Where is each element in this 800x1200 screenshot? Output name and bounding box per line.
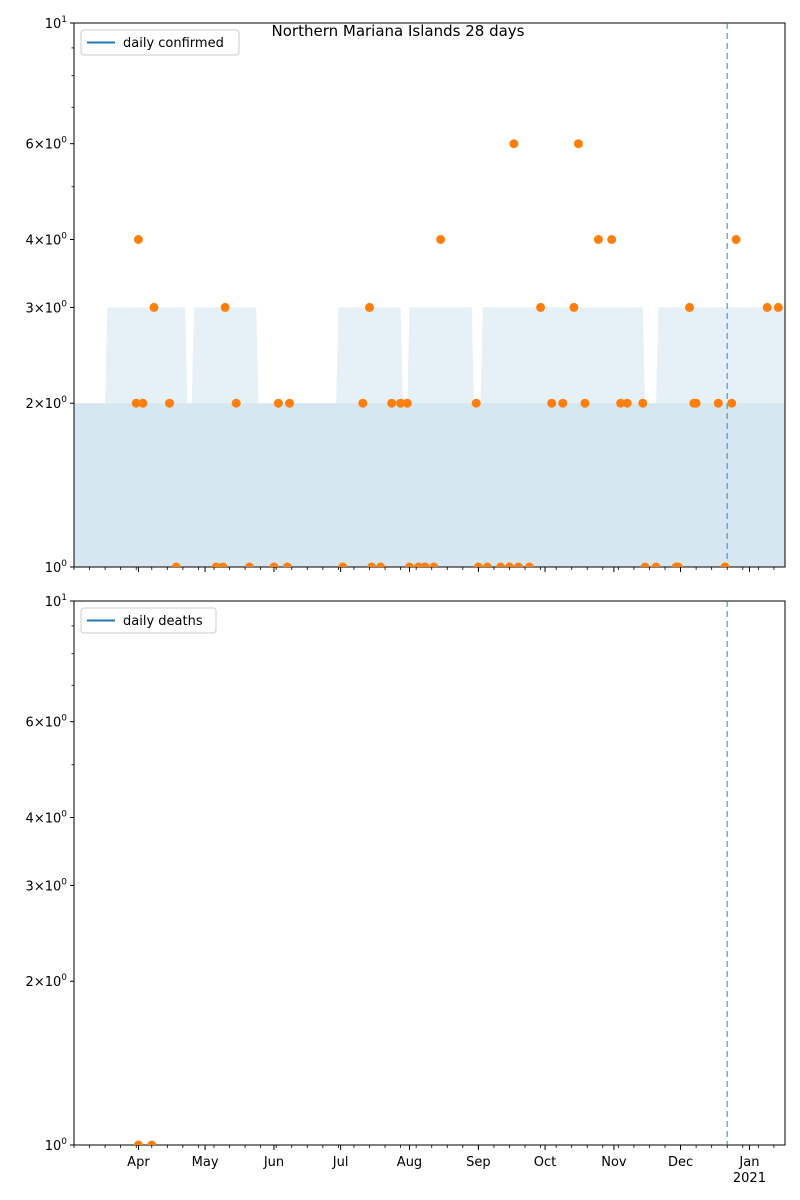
chart-title: Northern Mariana Islands 28 days [272, 22, 525, 40]
data-point [505, 562, 514, 567]
legend-label: daily confirmed [123, 36, 224, 51]
x-tick-label: Jan [738, 1155, 759, 1170]
data-point [496, 562, 506, 567]
y-tick-label: 6×100 [26, 136, 68, 153]
y-tick-label: 2×100 [26, 973, 68, 990]
data-point [429, 562, 439, 567]
data-point [513, 562, 523, 567]
x-tick-label: Jul [332, 1155, 349, 1170]
data-point [396, 398, 406, 408]
data-point [622, 398, 632, 408]
data-point [231, 398, 241, 408]
legend-label: daily deaths [123, 614, 203, 629]
data-point [471, 398, 481, 408]
y-tick-label: 4×100 [26, 809, 68, 826]
data-point [607, 235, 617, 244]
data-point [376, 562, 386, 567]
y-tick-label: 6×100 [26, 714, 68, 731]
y-tick-label: 3×100 [26, 877, 68, 894]
data-point [536, 302, 546, 312]
data-point [269, 562, 279, 567]
data-point [673, 562, 683, 567]
data-point [285, 398, 294, 408]
y-tick-label: 100 [45, 559, 68, 576]
data-point [573, 139, 583, 149]
x-tick-label: Nov [601, 1155, 627, 1170]
x-tick-label: Jun [263, 1155, 284, 1170]
data-point [638, 398, 648, 408]
data-point [147, 1140, 157, 1145]
data-point [482, 562, 492, 567]
data-point [473, 562, 483, 567]
data-point [547, 398, 557, 408]
data-point [685, 302, 694, 312]
data-point [245, 562, 254, 567]
data-point [651, 562, 661, 567]
x-tick-label: Oct [534, 1155, 556, 1170]
y-tick-label: 101 [45, 15, 67, 32]
data-point [282, 562, 292, 567]
confirmed-panel: 100 2×100 3×100 4×100 6×100 101 daily confirme… [26, 15, 786, 576]
data-point [580, 398, 590, 408]
legend-box [80, 29, 240, 56]
data-point [727, 398, 737, 408]
y-tick-label: 4×100 [26, 231, 68, 248]
range-band-outer [74, 307, 785, 567]
range-band-inner [74, 403, 785, 567]
data-point [165, 398, 174, 408]
data-point [509, 139, 519, 149]
deaths-panel: 100 2×100 3×100 4×100 6×100 101 Apr May Jun Jul Au… [26, 593, 786, 1186]
x-tick-label: Dec [668, 1155, 693, 1170]
data-point [436, 235, 446, 244]
data-point [413, 562, 423, 567]
data-point [133, 235, 143, 244]
data-point [149, 302, 159, 312]
data-point [365, 302, 374, 312]
y-tick-label: 101 [45, 593, 67, 610]
data-point [713, 398, 723, 408]
data-point [358, 398, 368, 408]
x-year-label: 2021 [733, 1171, 766, 1186]
legend-box [80, 607, 217, 634]
data-point [405, 562, 414, 567]
axes-frame [73, 600, 786, 1146]
data-point [720, 562, 730, 567]
data-point [731, 235, 741, 244]
data-point [218, 562, 228, 567]
data-point [211, 562, 221, 567]
data-point [402, 398, 412, 408]
data-point [640, 562, 650, 567]
data-point [138, 398, 148, 408]
data-point [558, 398, 568, 408]
data-point [773, 302, 783, 312]
x-tick-label: Apr [127, 1155, 150, 1170]
data-point [131, 398, 141, 408]
data-point [525, 562, 534, 567]
data-point [273, 398, 283, 408]
y-tick-label: 3×100 [26, 299, 68, 316]
data-point [762, 302, 772, 312]
y-tick-label: 2×100 [26, 395, 68, 412]
data-point [420, 562, 430, 567]
x-tick-label: Aug [397, 1155, 422, 1170]
data-point [387, 398, 397, 408]
y-tick-label: 100 [45, 1137, 68, 1154]
data-point [569, 302, 579, 312]
data-point [220, 302, 230, 312]
x-tick-label: Sep [466, 1155, 491, 1170]
data-point [593, 235, 603, 244]
data-point [171, 562, 181, 567]
data-point [338, 562, 348, 567]
data-point [367, 562, 377, 567]
data-point [691, 398, 701, 408]
data-point [616, 398, 626, 408]
x-tick-label: May [192, 1155, 219, 1170]
data-point [133, 1140, 143, 1145]
